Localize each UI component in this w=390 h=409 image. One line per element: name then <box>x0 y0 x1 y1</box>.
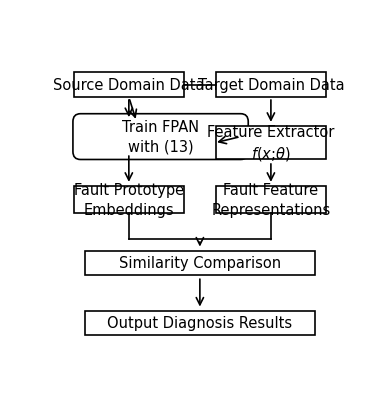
Text: Output Diagnosis Results: Output Diagnosis Results <box>107 316 292 330</box>
FancyBboxPatch shape <box>216 73 326 98</box>
FancyBboxPatch shape <box>74 73 184 98</box>
Text: Feature Extractor
$\it{f}$($\it{x}$;$\it{\theta}$): Feature Extractor $\it{f}$($\it{x}$;$\it… <box>207 124 335 163</box>
FancyBboxPatch shape <box>216 187 326 213</box>
Text: Source Domain Data: Source Domain Data <box>53 78 205 93</box>
FancyBboxPatch shape <box>73 115 248 160</box>
FancyBboxPatch shape <box>85 252 315 275</box>
Text: Train FPAN
with (13): Train FPAN with (13) <box>122 120 199 155</box>
FancyBboxPatch shape <box>85 311 315 335</box>
Text: Similarity Comparison: Similarity Comparison <box>119 256 281 271</box>
Text: Target Domain Data: Target Domain Data <box>198 78 344 93</box>
FancyBboxPatch shape <box>74 187 184 213</box>
FancyBboxPatch shape <box>216 127 326 160</box>
Text: Fault Prototype
Embeddings: Fault Prototype Embeddings <box>74 183 184 218</box>
Text: Fault Feature
Representations: Fault Feature Representations <box>211 183 331 218</box>
